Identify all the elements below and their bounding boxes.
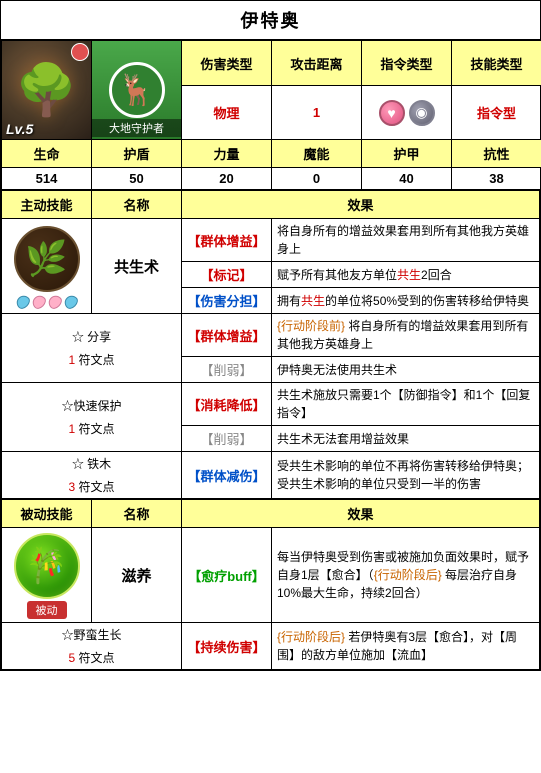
hdr-dmg-type: 伤害类型 — [182, 41, 272, 86]
effect-tag: 【群体减伤】 — [182, 452, 272, 499]
val-dmg-type: 物理 — [182, 86, 272, 140]
effect-desc: 共生术施放只需要1个【防御指令】和1个【回复指令】 — [272, 383, 540, 426]
character-card: 伊特奥 🌳 Lv.5 🦌 大地守护者 伤害类型 攻击距离 指令类 — [0, 0, 541, 671]
effect-desc: 伊特奥无法使用共生术 — [272, 357, 540, 383]
rune-name: ☆快速保护 — [7, 397, 176, 414]
effect-desc: 将自身所有的增益效果套用到所有其他我方英雄身上 — [272, 219, 540, 262]
class-cell: 🦌 大地守护者 — [92, 41, 182, 140]
passive-skill-icon: 🎋 — [14, 533, 80, 599]
passive-skill-icon-cell: 🎋 被动 — [2, 528, 92, 623]
hdr-active: 主动技能 — [2, 191, 92, 219]
portrait-cell: 🌳 Lv.5 — [2, 41, 92, 140]
val-range: 1 — [272, 86, 362, 140]
passive-skill-table: 被动技能 名称 效果 🎋 被动 滋养 【愈疗buff】 每当伊特奥受到伤害或被施… — [1, 499, 540, 670]
hdr-name: 名称 — [92, 191, 182, 219]
rune-cell: ☆ 分享 1 符文点 — [2, 314, 182, 383]
orb-icon — [45, 293, 63, 311]
effect-desc: 共生术无法套用增益效果 — [272, 426, 540, 452]
rune-name: ☆野蛮生长 — [7, 626, 176, 643]
rune-cell: ☆ 铁木 3 符文点 — [2, 452, 182, 499]
val-mag: 0 — [272, 168, 362, 190]
active-skill-table: 主动技能 名称 效果 🌿 共生术 【群体增益】 将自身所有的增益效果套用到所有其… — [1, 190, 540, 499]
effect-tag: 【伤害分担】 — [182, 288, 272, 314]
val-cmd-type: ♥ ◉ — [362, 86, 452, 140]
effect-tag: 【愈疗buff】 — [182, 528, 272, 623]
effect-tag: 【持续伤害】 — [182, 623, 272, 670]
hdr-range: 攻击距离 — [272, 41, 362, 86]
deer-icon: 🦌 — [109, 62, 165, 118]
val-armor: 40 — [362, 168, 452, 190]
hdr-name2: 名称 — [92, 500, 182, 528]
rune-cell: ☆快速保护 1 符文点 — [2, 383, 182, 452]
val-resist: 38 — [452, 168, 541, 190]
hdr-effect2: 效果 — [182, 500, 540, 528]
effect-tag: 【消耗降低】 — [182, 383, 272, 426]
hdr-mag: 魔能 — [272, 140, 362, 168]
orb-icon — [29, 293, 47, 311]
skill-cost-orbs — [7, 296, 86, 308]
hdr-skill-type: 技能类型 — [452, 41, 541, 86]
character-portrait: 🌳 Lv.5 — [2, 41, 91, 139]
rune-name: ☆ 分享 — [7, 328, 176, 345]
effect-tag: 【群体增益】 — [182, 219, 272, 262]
effect-desc: {行动阶段后} 若伊特奥有3层【愈合】，对【周围】的敌方单位施加【流血】 — [272, 623, 540, 670]
rune-cell: ☆野蛮生长 5 符文点 — [2, 623, 182, 670]
passive-skill-name: 滋养 — [92, 528, 182, 623]
class-label: 大地守护者 — [92, 119, 181, 137]
hdr-resist: 抗性 — [452, 140, 541, 168]
orb-icon — [13, 293, 31, 311]
val-hp: 514 — [2, 168, 92, 190]
hdr-effect: 效果 — [182, 191, 540, 219]
character-title: 伊特奥 — [1, 1, 540, 40]
hdr-cmd-type: 指令类型 — [362, 41, 452, 86]
passive-badge: 被动 — [27, 601, 67, 619]
hdr-passive: 被动技能 — [2, 500, 92, 528]
effect-desc: 拥有共生的单位将50%受到的伤害转移给伊特奥 — [272, 288, 540, 314]
effect-desc: 赋予所有其他友方单位共生2回合 — [272, 262, 540, 288]
val-shield: 50 — [92, 168, 182, 190]
level-label: Lv.5 — [6, 121, 33, 137]
effect-tag: 【标记】 — [182, 262, 272, 288]
element-icon — [72, 44, 88, 60]
active-skill-icon-cell: 🌿 — [2, 219, 92, 314]
effect-tag: 【削弱】 — [182, 357, 272, 383]
hdr-shield: 护盾 — [92, 140, 182, 168]
orb-icon — [61, 293, 79, 311]
effect-desc: {行动阶段前} 将自身所有的增益效果套用到所有其他我方英雄身上 — [272, 314, 540, 357]
effect-desc: 每当伊特奥受到伤害或被施加负面效果时，赋予自身1层【愈合】（{行动阶段后} 每层… — [272, 528, 540, 623]
shield-command-icon: ◉ — [409, 100, 435, 126]
val-skill-type: 指令型 — [452, 86, 541, 140]
effect-tag: 【群体增益】 — [182, 314, 272, 357]
hdr-str: 力量 — [182, 140, 272, 168]
effect-tag: 【削弱】 — [182, 426, 272, 452]
active-skill-icon: 🌿 — [14, 226, 80, 292]
rune-name: ☆ 铁木 — [7, 455, 176, 472]
class-icon: 🦌 大地守护者 — [92, 41, 181, 139]
heart-command-icon: ♥ — [379, 100, 405, 126]
val-str: 20 — [182, 168, 272, 190]
active-skill-name: 共生术 — [92, 219, 182, 314]
top-stats-table: 🌳 Lv.5 🦌 大地守护者 伤害类型 攻击距离 指令类型 技能类型 物理 1 — [1, 40, 541, 190]
hdr-hp: 生命 — [2, 140, 92, 168]
hdr-armor: 护甲 — [362, 140, 452, 168]
effect-desc: 受共生术影响的单位不再将伤害转移给伊特奥；受共生术影响的单位只受到一半的伤害 — [272, 452, 540, 499]
